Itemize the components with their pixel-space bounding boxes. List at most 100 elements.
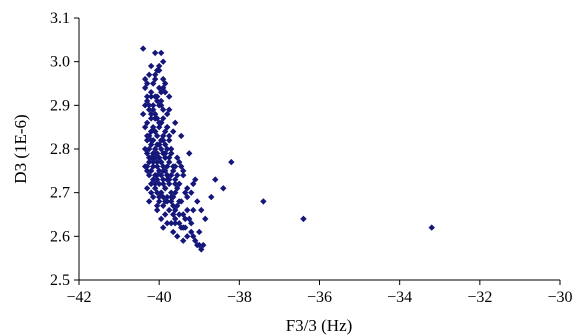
data-point — [169, 211, 177, 218]
data-point — [143, 150, 151, 157]
data-point — [228, 158, 235, 166]
data-point — [155, 193, 163, 201]
data-point — [184, 206, 191, 214]
data-point — [157, 145, 165, 153]
data-point — [151, 49, 159, 57]
data-point — [143, 119, 151, 126]
data-point — [147, 137, 155, 144]
data-point — [165, 137, 173, 144]
data-point — [184, 233, 191, 240]
data-point — [165, 93, 173, 100]
data-point — [178, 198, 185, 205]
data-point — [174, 154, 181, 161]
data-point — [145, 172, 153, 179]
x-tick-label: −38 — [227, 289, 252, 306]
y-ticks: 2.5 2.6 2.7 2.8 2.9 3.0 3.1 — [50, 10, 79, 289]
x-ticks: −42 −40 −38 −36 −34 −32 −30 — [66, 280, 573, 306]
data-point — [143, 132, 151, 140]
data-point — [200, 241, 207, 249]
data-point — [151, 75, 159, 83]
data-point — [141, 84, 149, 92]
data-point — [188, 189, 195, 196]
data-point — [147, 180, 155, 188]
data-point — [169, 128, 177, 135]
data-point — [139, 110, 147, 118]
data-point — [157, 49, 165, 57]
data-point — [167, 220, 175, 227]
data-point — [188, 220, 195, 227]
y-tick-label: 2.7 — [50, 185, 70, 202]
data-point — [194, 198, 201, 205]
data-point — [145, 71, 153, 78]
x-tick-label: −34 — [387, 289, 412, 306]
data-point — [153, 158, 161, 166]
data-point — [153, 141, 161, 148]
data-point — [198, 206, 205, 214]
data-point — [155, 67, 163, 74]
data-point — [174, 202, 181, 209]
data-point — [161, 89, 169, 96]
data-point — [174, 233, 181, 240]
data-point — [141, 75, 149, 83]
data-point — [161, 80, 169, 87]
data-point — [176, 211, 183, 218]
data-point — [149, 80, 157, 87]
data-point — [159, 167, 167, 175]
data-point — [163, 198, 171, 205]
data-point — [159, 202, 167, 209]
data-point — [178, 132, 185, 140]
data-point — [202, 215, 209, 223]
y-tick-label: 2.5 — [50, 272, 70, 289]
y-tick-label: 2.6 — [50, 228, 70, 245]
data-point — [172, 215, 179, 223]
data-point — [153, 202, 161, 209]
data-point — [161, 141, 169, 148]
data-point — [161, 150, 169, 157]
data-point — [139, 45, 147, 52]
data-point — [157, 102, 165, 109]
data-point — [147, 110, 155, 118]
data-point — [190, 206, 197, 214]
data-point — [184, 193, 191, 201]
data-point — [153, 206, 161, 214]
data-point — [159, 176, 167, 183]
data-point — [143, 163, 151, 170]
data-point — [141, 123, 149, 131]
data-point — [155, 180, 163, 188]
data-point — [145, 102, 153, 109]
data-point — [149, 158, 157, 166]
data-point — [145, 154, 153, 161]
data-point — [157, 215, 165, 223]
data-point — [163, 123, 171, 131]
data-point — [188, 228, 195, 236]
data-point — [169, 228, 177, 236]
data-point — [180, 211, 187, 218]
data-point — [151, 128, 159, 135]
data-point — [172, 119, 179, 126]
data-point — [172, 180, 179, 188]
data-point — [428, 224, 435, 231]
y-axis-title: D3 (1E-6) — [11, 114, 30, 183]
data-point — [143, 93, 151, 100]
data-point — [220, 185, 227, 192]
data-point — [159, 137, 167, 144]
y-tick-label: 2.8 — [50, 141, 70, 158]
data-point — [196, 228, 203, 236]
data-point — [157, 97, 165, 105]
data-point — [180, 237, 187, 244]
data-point — [151, 71, 159, 78]
data-point — [165, 106, 173, 113]
data-point — [147, 128, 155, 135]
data-point — [182, 215, 189, 223]
data-point — [143, 185, 151, 192]
x-tick-label: −42 — [66, 289, 91, 306]
data-point — [172, 163, 179, 170]
data-point — [141, 102, 149, 109]
data-point — [163, 220, 171, 227]
data-point — [260, 198, 267, 205]
data-point — [147, 93, 155, 100]
data-point — [143, 167, 151, 175]
data-point — [153, 97, 161, 105]
data-point — [161, 211, 169, 218]
